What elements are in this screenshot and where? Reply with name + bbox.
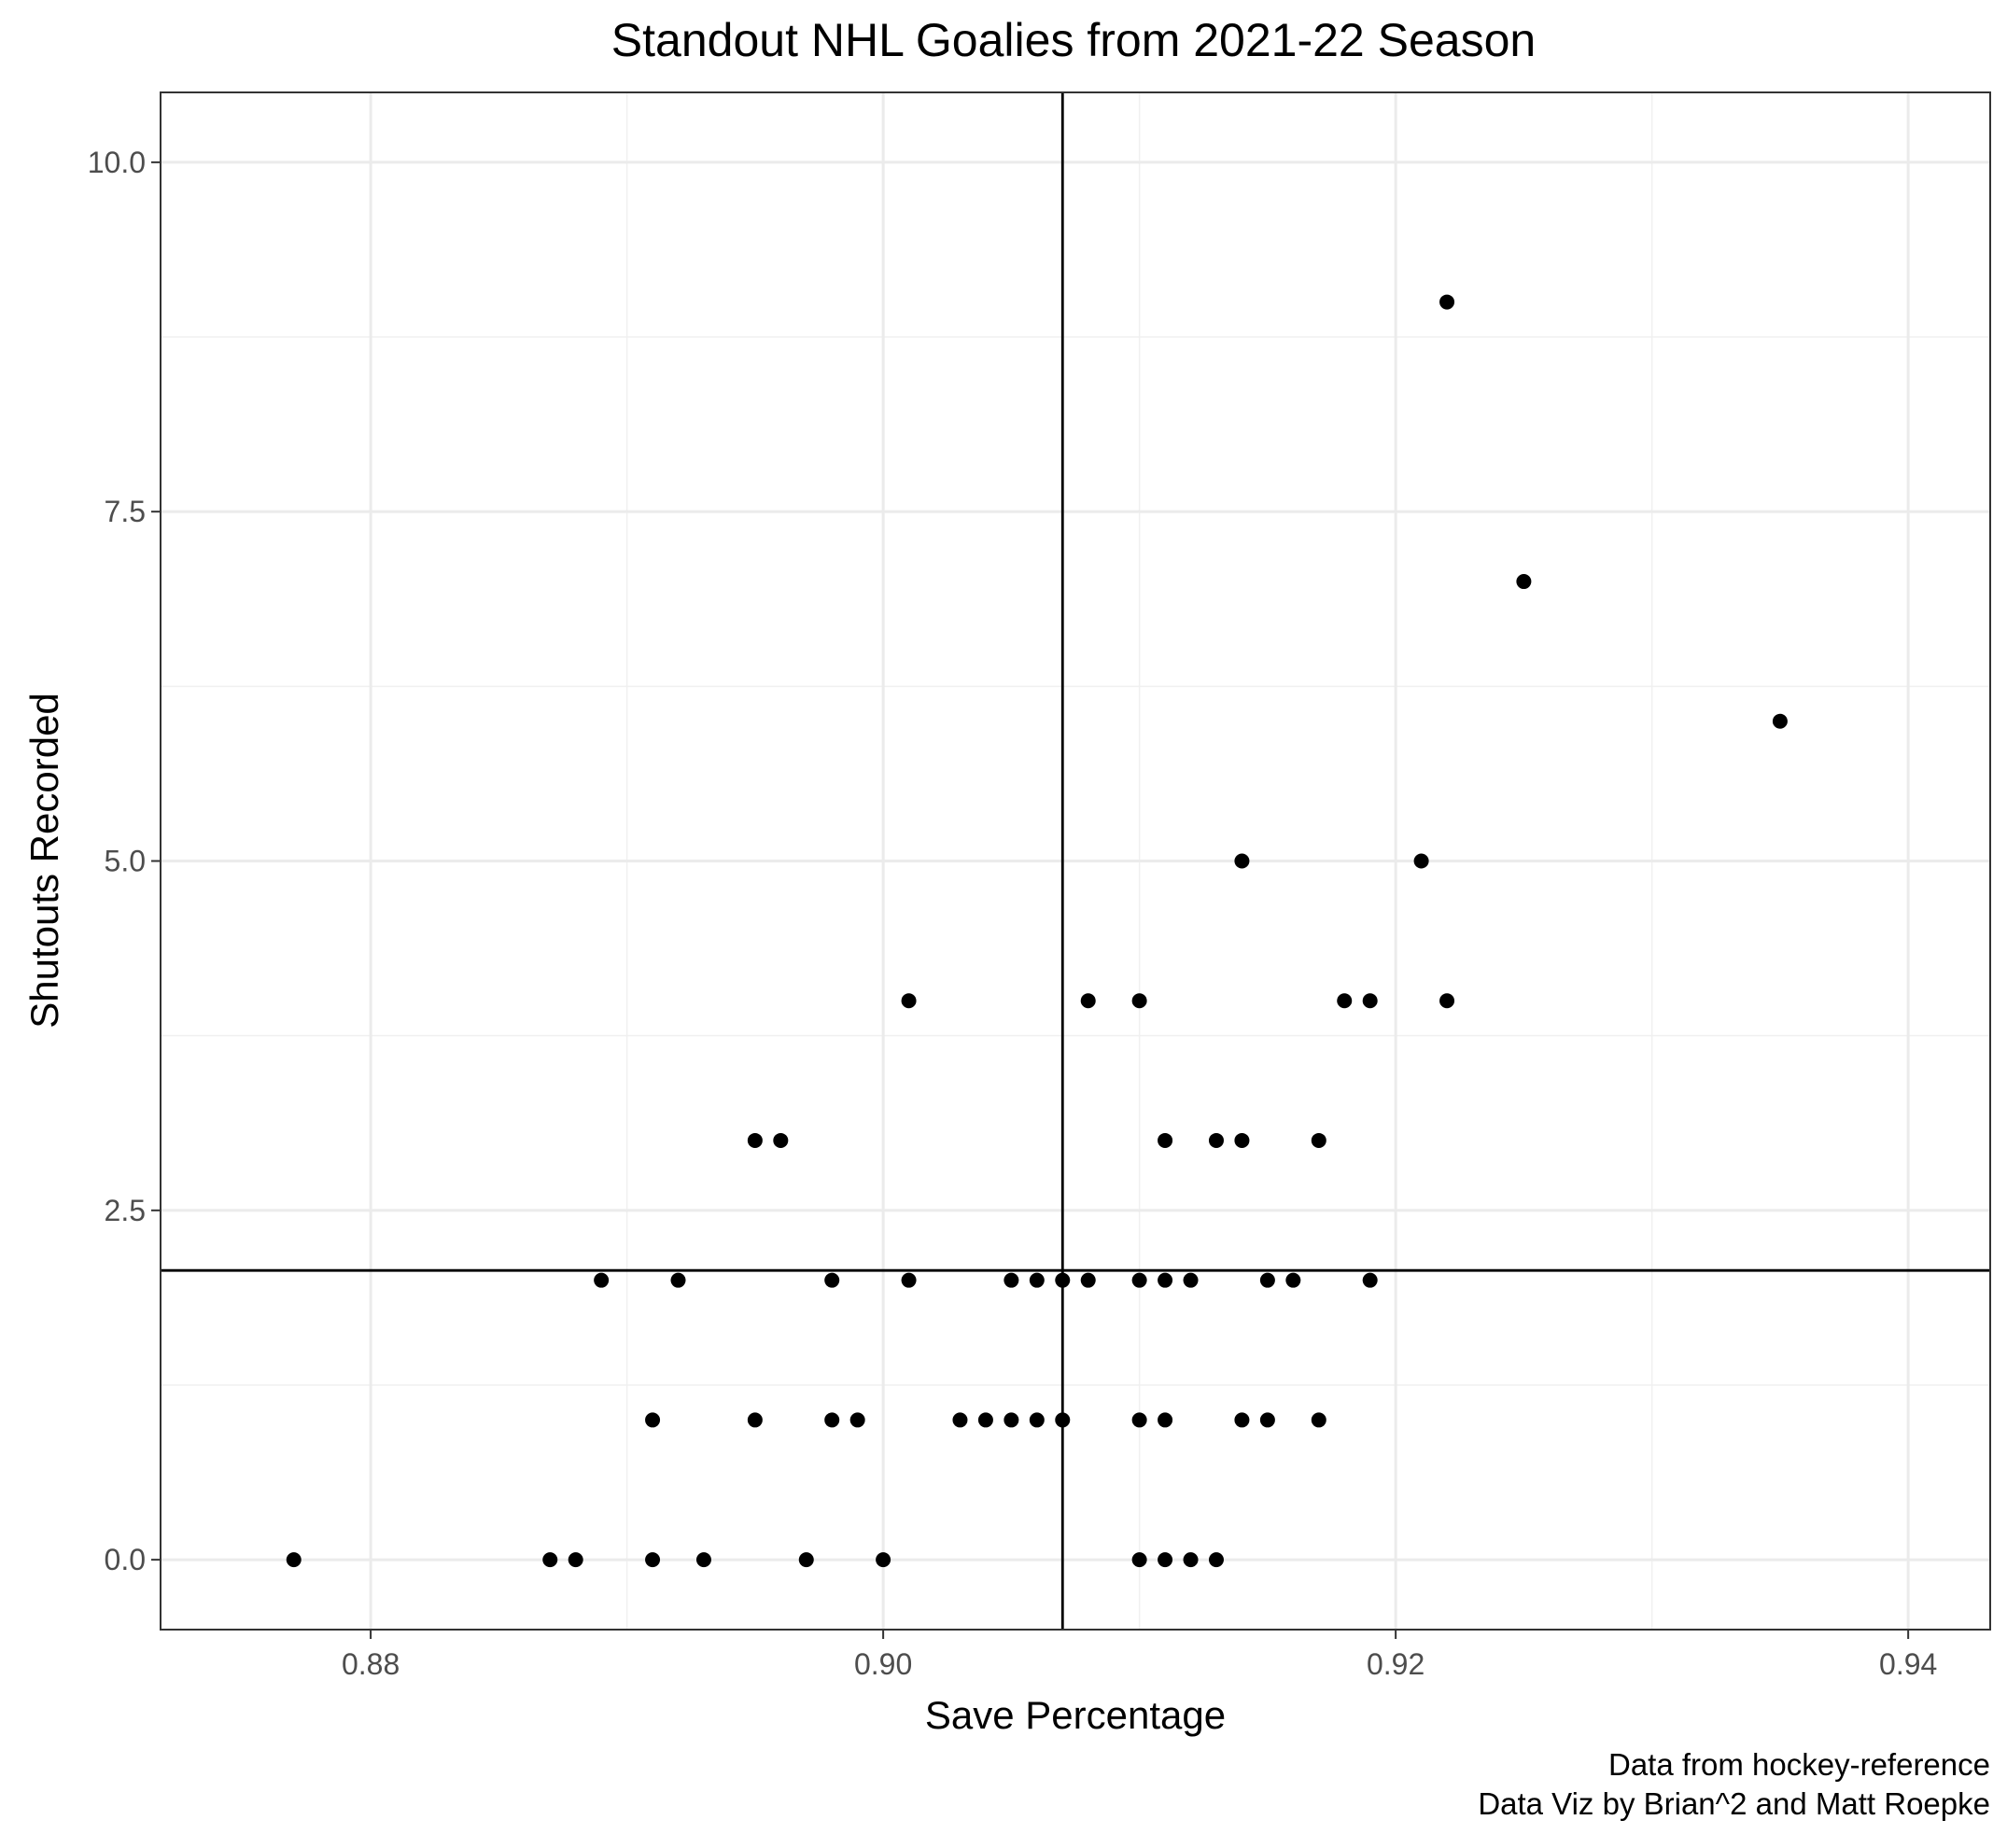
data-point [1362,993,1378,1009]
data-point [824,1412,840,1428]
caption-line: Data from hockey-reference [1608,1747,1990,1782]
data-point [901,1272,917,1288]
data-point [747,1132,763,1148]
x-tick-label: 0.92 [1367,1647,1425,1681]
data-point [1311,1412,1326,1428]
data-point [1131,1552,1147,1568]
data-point [977,1412,993,1428]
data-point [1208,1132,1224,1148]
data-point [1183,1552,1199,1568]
data-points [286,294,1788,1568]
data-point [1055,1412,1071,1428]
data-point [1158,1132,1173,1148]
data-point [901,993,917,1009]
data-point [670,1272,686,1288]
data-point [594,1272,610,1288]
data-point [1055,1272,1071,1288]
data-point [1311,1132,1326,1148]
data-point [1413,853,1429,869]
y-tick-label: 7.5 [105,495,146,528]
data-point [1285,1272,1301,1288]
data-point [645,1412,661,1428]
data-point [1004,1412,1019,1428]
caption: Data from hockey-reference Data Viz by Br… [1478,1747,1990,1821]
data-point [1439,993,1455,1009]
data-point [824,1272,840,1288]
data-point [952,1412,968,1428]
data-point [1131,993,1147,1009]
data-point [1004,1272,1019,1288]
data-point [1259,1412,1275,1428]
chart-title: Standout NHL Goalies from 2021-22 Season [611,14,1536,66]
data-point [1131,1412,1147,1428]
data-point [1158,1272,1173,1288]
data-point [1516,574,1532,590]
data-point [1158,1412,1173,1428]
data-point [1029,1272,1045,1288]
y-axis-title: Shutouts Recorded [22,693,66,1029]
y-tick-label: 0.0 [105,1543,146,1576]
data-point [1234,1132,1250,1148]
data-point [1234,853,1250,869]
data-point [1439,294,1455,310]
data-point [568,1552,583,1568]
data-point [1080,993,1096,1009]
data-point [1234,1412,1250,1428]
data-point [876,1552,891,1568]
data-point [849,1412,865,1428]
data-point [1080,1272,1096,1288]
axes: 0.88 0.90 0.92 0.94 0.0 2.5 5.0 7.5 10.0 [88,146,1938,1681]
data-point [695,1552,711,1568]
y-tick-label: 5.0 [105,845,146,878]
data-point [1208,1552,1224,1568]
y-tick-label: 2.5 [105,1194,146,1227]
x-tick-label: 0.88 [342,1647,400,1681]
data-point [1337,993,1353,1009]
data-point [1158,1552,1173,1568]
data-point [773,1132,789,1148]
x-tick-label: 0.90 [854,1647,912,1681]
data-point [1362,1272,1378,1288]
data-point [798,1552,814,1568]
x-tick-label: 0.94 [1879,1647,1937,1681]
x-axis-title: Save Percentage [925,1693,1226,1737]
grid-lines [161,92,1990,1630]
reference-lines [161,92,1990,1630]
data-point [1029,1412,1045,1428]
data-point [645,1552,661,1568]
data-point [1772,713,1788,729]
data-point [286,1552,302,1568]
data-point [542,1552,558,1568]
caption-line: Data Viz by Brian^2 and Matt Roepke [1478,1786,1990,1821]
data-point [747,1412,763,1428]
data-point [1259,1272,1275,1288]
y-tick-label: 10.0 [88,146,146,179]
data-point [1131,1272,1147,1288]
data-point [1183,1272,1199,1288]
